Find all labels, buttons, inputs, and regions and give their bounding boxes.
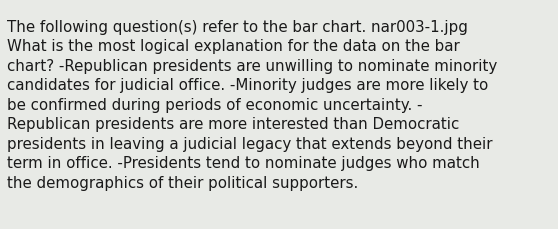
Text: The following question(s) refer to the bar chart. nar003-1.jpg
What is the most : The following question(s) refer to the b… (7, 19, 497, 190)
